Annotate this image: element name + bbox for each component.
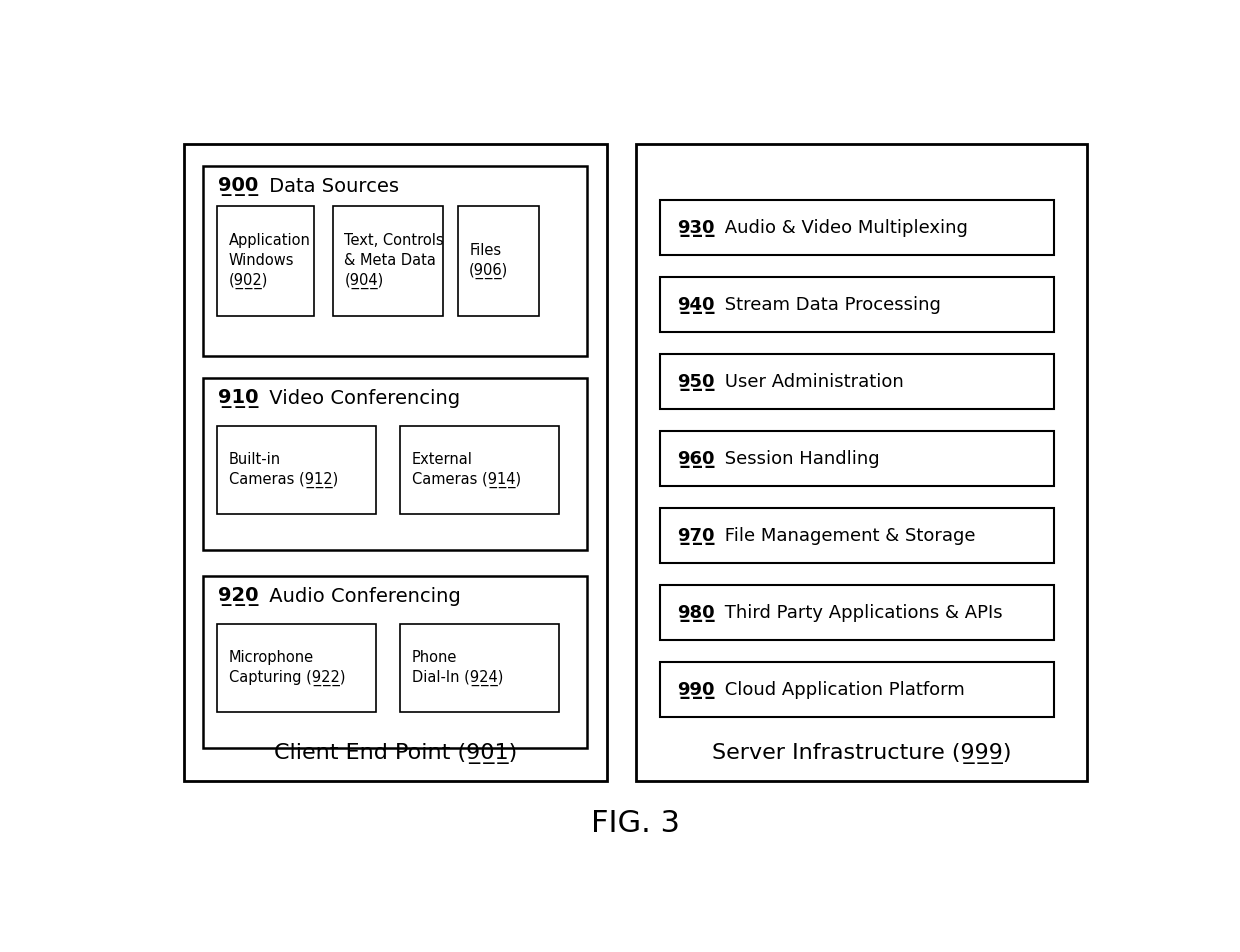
FancyBboxPatch shape: [660, 354, 1054, 409]
Text: Phone
Dial-In (9̲2̲4̲): Phone Dial-In (9̲2̲4̲): [412, 649, 503, 685]
Text: FIG. 3: FIG. 3: [591, 809, 680, 839]
FancyBboxPatch shape: [660, 431, 1054, 486]
Text: 9̲7̲0̲: 9̲7̲0̲: [677, 526, 714, 545]
Text: Text, Controls
& Meta Data
(9̲0̲4̲): Text, Controls & Meta Data (9̲0̲4̲): [345, 233, 444, 288]
Text: 9̲1̲0̲: 9̲1̲0̲: [218, 389, 259, 408]
Text: 9̲8̲0̲: 9̲8̲0̲: [677, 604, 714, 622]
Text: Third Party Applications & APIs: Third Party Applications & APIs: [719, 604, 1003, 622]
FancyBboxPatch shape: [458, 206, 539, 316]
Text: File Management & Storage: File Management & Storage: [719, 526, 976, 545]
Text: Stream Data Processing: Stream Data Processing: [719, 296, 941, 314]
FancyBboxPatch shape: [660, 663, 1054, 717]
FancyBboxPatch shape: [635, 144, 1087, 782]
Text: 9̲4̲0̲: 9̲4̲0̲: [677, 296, 714, 314]
FancyBboxPatch shape: [217, 426, 376, 514]
Text: Video Conferencing: Video Conferencing: [263, 389, 460, 408]
FancyBboxPatch shape: [660, 277, 1054, 332]
Text: User Administration: User Administration: [719, 373, 904, 391]
Text: Application
Windows
(9̲0̲2̲): Application Windows (9̲0̲2̲): [229, 233, 311, 288]
Text: Audio & Video Multiplexing: Audio & Video Multiplexing: [719, 219, 968, 237]
FancyBboxPatch shape: [401, 624, 559, 712]
FancyBboxPatch shape: [184, 144, 606, 782]
Text: Data Sources: Data Sources: [263, 176, 398, 195]
Text: Files
(9̲0̲6̲): Files (9̲0̲6̲): [469, 243, 508, 279]
Text: 9̲0̲0̲: 9̲0̲0̲: [218, 176, 259, 195]
Text: Built-in
Cameras (9̲1̲2̲): Built-in Cameras (9̲1̲2̲): [229, 452, 339, 487]
FancyBboxPatch shape: [203, 166, 588, 356]
Text: 9̲2̲0̲: 9̲2̲0̲: [218, 587, 259, 606]
Text: Server Infrastructure (9̲9̲9̲): Server Infrastructure (9̲9̲9̲): [712, 743, 1011, 764]
Text: External
Cameras (9̲1̲4̲): External Cameras (9̲1̲4̲): [412, 452, 521, 487]
Text: Microphone
Capturing (9̲2̲2̲): Microphone Capturing (9̲2̲2̲): [229, 649, 346, 685]
FancyBboxPatch shape: [217, 624, 376, 712]
FancyBboxPatch shape: [203, 576, 588, 748]
FancyBboxPatch shape: [203, 378, 588, 550]
FancyBboxPatch shape: [401, 426, 559, 514]
Text: Cloud Application Platform: Cloud Application Platform: [719, 681, 965, 699]
Text: 9̲6̲0̲: 9̲6̲0̲: [677, 449, 714, 467]
Text: Session Handling: Session Handling: [719, 449, 879, 467]
FancyBboxPatch shape: [660, 585, 1054, 640]
Text: Client End Point (9̲0̲1̲): Client End Point (9̲0̲1̲): [274, 743, 517, 764]
FancyBboxPatch shape: [332, 206, 444, 316]
Text: Audio Conferencing: Audio Conferencing: [263, 587, 460, 606]
Text: 9̲5̲0̲: 9̲5̲0̲: [677, 373, 714, 391]
Text: 9̲9̲0̲: 9̲9̲0̲: [677, 681, 714, 699]
FancyBboxPatch shape: [660, 508, 1054, 564]
FancyBboxPatch shape: [660, 200, 1054, 255]
FancyBboxPatch shape: [217, 206, 314, 316]
Text: 9̲3̲0̲: 9̲3̲0̲: [677, 219, 714, 237]
